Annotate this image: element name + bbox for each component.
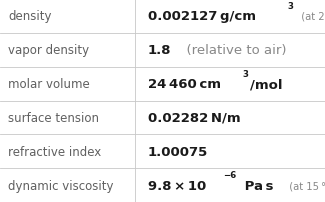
Text: surface tension: surface tension bbox=[8, 111, 99, 124]
Text: (at 25 °C): (at 25 °C) bbox=[295, 12, 325, 22]
Text: −6: −6 bbox=[223, 170, 236, 180]
Text: (relative to air): (relative to air) bbox=[178, 44, 287, 57]
Text: 9.8 × 10: 9.8 × 10 bbox=[148, 179, 206, 192]
Text: 3: 3 bbox=[242, 69, 248, 79]
Text: (at 15 °C): (at 15 °C) bbox=[283, 180, 325, 190]
Text: 24 460 cm: 24 460 cm bbox=[148, 78, 221, 91]
Text: /mol: /mol bbox=[250, 78, 282, 91]
Text: 0.002127 g/cm: 0.002127 g/cm bbox=[148, 10, 256, 23]
Text: 1.00075: 1.00075 bbox=[148, 145, 208, 158]
Text: density: density bbox=[8, 10, 52, 23]
Text: refractive index: refractive index bbox=[8, 145, 101, 158]
Text: 0.02282 N/m: 0.02282 N/m bbox=[148, 111, 240, 124]
Text: 3: 3 bbox=[287, 2, 293, 11]
Text: molar volume: molar volume bbox=[8, 78, 90, 91]
Text: Pa s: Pa s bbox=[240, 179, 274, 192]
Text: vapor density: vapor density bbox=[8, 44, 89, 57]
Text: dynamic viscosity: dynamic viscosity bbox=[8, 179, 114, 192]
Text: 1.8: 1.8 bbox=[148, 44, 171, 57]
